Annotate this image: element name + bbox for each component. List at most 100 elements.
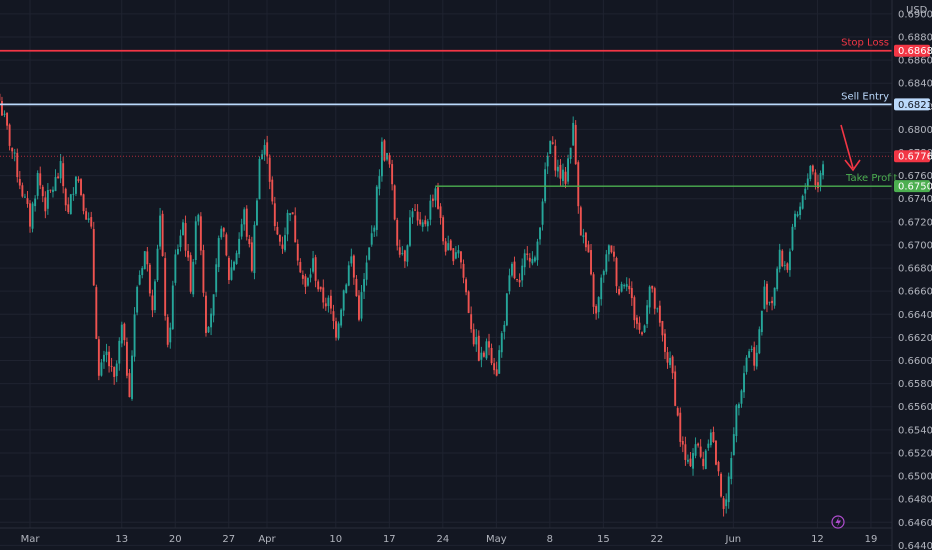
candle: [309, 268, 312, 283]
candle: [6, 112, 9, 130]
time-tick-8: May: [486, 534, 507, 545]
candle: [437, 182, 439, 210]
candle: [238, 232, 241, 258]
candle: [643, 324, 646, 334]
svg-text:0.68217: 0.68217: [898, 100, 932, 111]
candle: [307, 277, 309, 287]
candle: [597, 296, 600, 319]
candle: [475, 329, 478, 352]
candle: [378, 169, 381, 196]
candle: [39, 166, 42, 190]
candle: [85, 207, 88, 220]
candle: [460, 251, 462, 269]
candle: [447, 235, 450, 251]
candle: [314, 254, 317, 288]
candle: [345, 283, 348, 294]
candle: [202, 244, 205, 297]
candle: [699, 439, 702, 459]
candle: [760, 310, 763, 336]
candle: [452, 248, 455, 265]
candle: [138, 270, 141, 286]
candle: [36, 170, 39, 200]
candle: [342, 289, 345, 317]
candle: [34, 195, 37, 212]
candle: [692, 448, 694, 476]
candle: [539, 227, 541, 245]
time-tick-3: 27: [222, 534, 235, 545]
candle: [513, 256, 516, 280]
candle: [600, 274, 603, 306]
candle: [230, 259, 233, 281]
candle: [725, 493, 728, 514]
candle: [8, 123, 11, 151]
candle: [638, 316, 641, 334]
candle: [704, 449, 707, 470]
time-axis[interactable]: Mar 13 20 27 Apr 10 17 24 May 8 15 22 Jun 12 19: [21, 534, 878, 545]
candle: [263, 139, 266, 161]
candle: [442, 215, 445, 245]
candle: [679, 407, 682, 447]
candle: [171, 280, 174, 331]
svg-text:0.67768: 0.67768: [898, 152, 932, 163]
candle: [256, 198, 258, 226]
candle: [166, 314, 169, 348]
candle: [697, 442, 700, 448]
candle: [809, 165, 812, 182]
candle: [666, 346, 669, 369]
candle: [579, 205, 582, 236]
candle: [449, 239, 452, 251]
candle: [245, 205, 248, 241]
candle: [31, 201, 34, 233]
svg-text:0.68681: 0.68681: [898, 46, 932, 57]
candle: [125, 337, 128, 379]
candle: [521, 258, 524, 287]
candle: [118, 337, 121, 371]
candle: [628, 278, 631, 295]
candle: [457, 245, 460, 258]
candle: [174, 249, 177, 286]
candle: [57, 172, 60, 179]
candle: [380, 137, 383, 182]
candle: [393, 184, 396, 221]
candle: [508, 268, 511, 295]
candle: [398, 239, 401, 258]
candle: [115, 360, 118, 383]
candle: [77, 176, 80, 183]
candle: [276, 221, 279, 236]
candle: [154, 279, 156, 313]
candle: [240, 218, 243, 240]
candle: [799, 202, 802, 220]
candle: [755, 345, 758, 370]
candle: [702, 451, 705, 470]
candle: [151, 289, 154, 318]
candle: [207, 326, 210, 333]
candle: [819, 170, 822, 192]
candle: [556, 159, 559, 178]
candle: [243, 207, 246, 231]
candle: [671, 355, 674, 379]
candle: [623, 283, 626, 289]
candle: [500, 331, 503, 358]
candle: [684, 436, 687, 466]
candle: [454, 246, 457, 260]
candle: [1, 96, 3, 117]
candle: [59, 153, 62, 184]
candle: [187, 243, 190, 261]
candle: [3, 110, 6, 118]
flash-icon[interactable]: [831, 515, 845, 529]
candle: [737, 402, 740, 416]
candle: [778, 243, 781, 273]
candle: [766, 281, 768, 313]
candle: [194, 216, 197, 265]
